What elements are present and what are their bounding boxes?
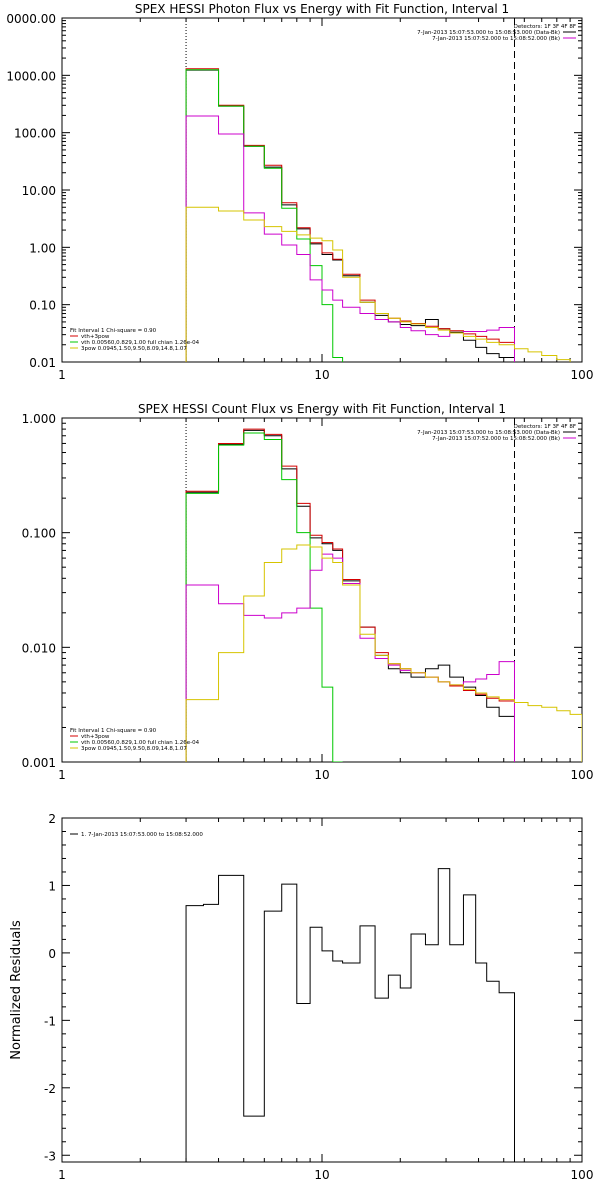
y-tick-label: 1.000 <box>22 412 56 426</box>
y-tick-label: 10.00 <box>22 184 56 198</box>
y-tick-label: 0.01 <box>29 356 56 370</box>
legend-entry-label: vth+3pow <box>81 734 110 740</box>
legend-entry-label: vth+3pow <box>81 334 110 340</box>
y-tick-label: -1 <box>44 1014 56 1028</box>
legend-header: Fit Interval 1 Chi-square = 0.90 <box>70 328 157 334</box>
legend-entry-label: 7-Jan-2013 15:07:53.000 to 15:08:53.000 … <box>417 430 560 436</box>
x-tick-label: 10 <box>314 1168 329 1182</box>
y-tick-label: 1000.00 <box>6 69 56 83</box>
chart-panel-1: SPEX HESSI Photon Flux vs Energy with Fi… <box>6 2 593 382</box>
series-red-line <box>185 68 515 362</box>
x-tick-label: 10 <box>314 768 329 782</box>
y-tick-label: 0.001 <box>22 756 56 770</box>
series-green-line <box>185 432 343 762</box>
x-tick-label: 100 <box>571 768 594 782</box>
y-axis-label: Normalized Residuals <box>9 920 24 1060</box>
legend-entry-label: 7-Jan-2013 15:07:53.000 to 15:08:53.000 … <box>417 30 560 36</box>
series-yellow-line <box>185 206 582 362</box>
legend-entry-label: 3pow 0.0945,1.50,9.50,8.09,14.8,1.07 <box>81 346 187 352</box>
y-tick-label: 0.010 <box>22 641 56 655</box>
y-tick-label: 0.10 <box>29 299 56 313</box>
y-tick-label: -3 <box>44 1149 56 1163</box>
x-tick-label: 1 <box>58 368 66 382</box>
y-tick-label: -2 <box>44 1082 56 1096</box>
legend-header: Detectors: 1F 3F 4F 8F <box>514 424 576 430</box>
series-black-line <box>185 868 515 1162</box>
legend-entry-label: vth 0.00560,0.829,1.00 full chian 1.26e-… <box>81 740 200 746</box>
legend-entry-label: 7-Jan-2013 15:07:52.000 to 15:08:52.000 … <box>432 36 560 42</box>
legend-header: Fit Interval 1 Chi-square = 0.90 <box>70 728 157 734</box>
x-tick-label: 100 <box>571 1168 594 1182</box>
series-red-line <box>185 428 515 762</box>
y-tick-label: 1 <box>48 879 56 893</box>
x-tick-label: 10 <box>314 368 329 382</box>
chart-panel-3: 1 10 100 -3 -2 -1 0 1 2 Normalized Residuals 1. 7-… <box>9 812 593 1182</box>
y-tick-label: 2 <box>48 812 56 826</box>
series-black-line <box>185 69 515 362</box>
series-black-line <box>185 429 515 762</box>
x-tick-label: 1 <box>58 1168 66 1182</box>
chart-panel-2: SPEX HESSI Count Flux vs Energy with Fit… <box>22 402 594 782</box>
x-tick-label: 100 <box>571 368 594 382</box>
plot-frame <box>61 417 583 763</box>
y-tick-label: 1.00 <box>29 241 56 255</box>
x-tick-label: 1 <box>58 768 66 782</box>
chart-title: SPEX HESSI Photon Flux vs Energy with Fi… <box>135 2 509 16</box>
y-tick-label: 0000.00 <box>6 12 56 26</box>
y-tick-label: 100.00 <box>14 127 56 141</box>
y-tick-label: 0 <box>48 947 56 961</box>
legend-entry-label: 7-Jan-2013 15:07:52.000 to 15:08:52.000 … <box>432 436 560 442</box>
plot-frame <box>61 817 583 1163</box>
legend-entry-label: vth 0.00560,0.829,1.00 full chian 1.26e-… <box>81 340 200 346</box>
legend-entry-label: 1. 7-Jan-2013 15:07:53.000 to 15:08:52.0… <box>81 832 203 838</box>
legend-header: Detectors: 1F 3F 4F 8F <box>514 24 576 30</box>
legend-entry-label: 3pow 0.0945,1.50,9.50,8.09,14.8,1.07 <box>81 746 187 752</box>
y-tick-label: 0.100 <box>22 527 56 541</box>
plot-frame <box>61 17 583 363</box>
series-magenta-line <box>185 115 515 362</box>
chart-title: SPEX HESSI Count Flux vs Energy with Fit… <box>138 402 506 416</box>
series-yellow-line <box>185 544 582 762</box>
series-green-line <box>185 69 344 362</box>
